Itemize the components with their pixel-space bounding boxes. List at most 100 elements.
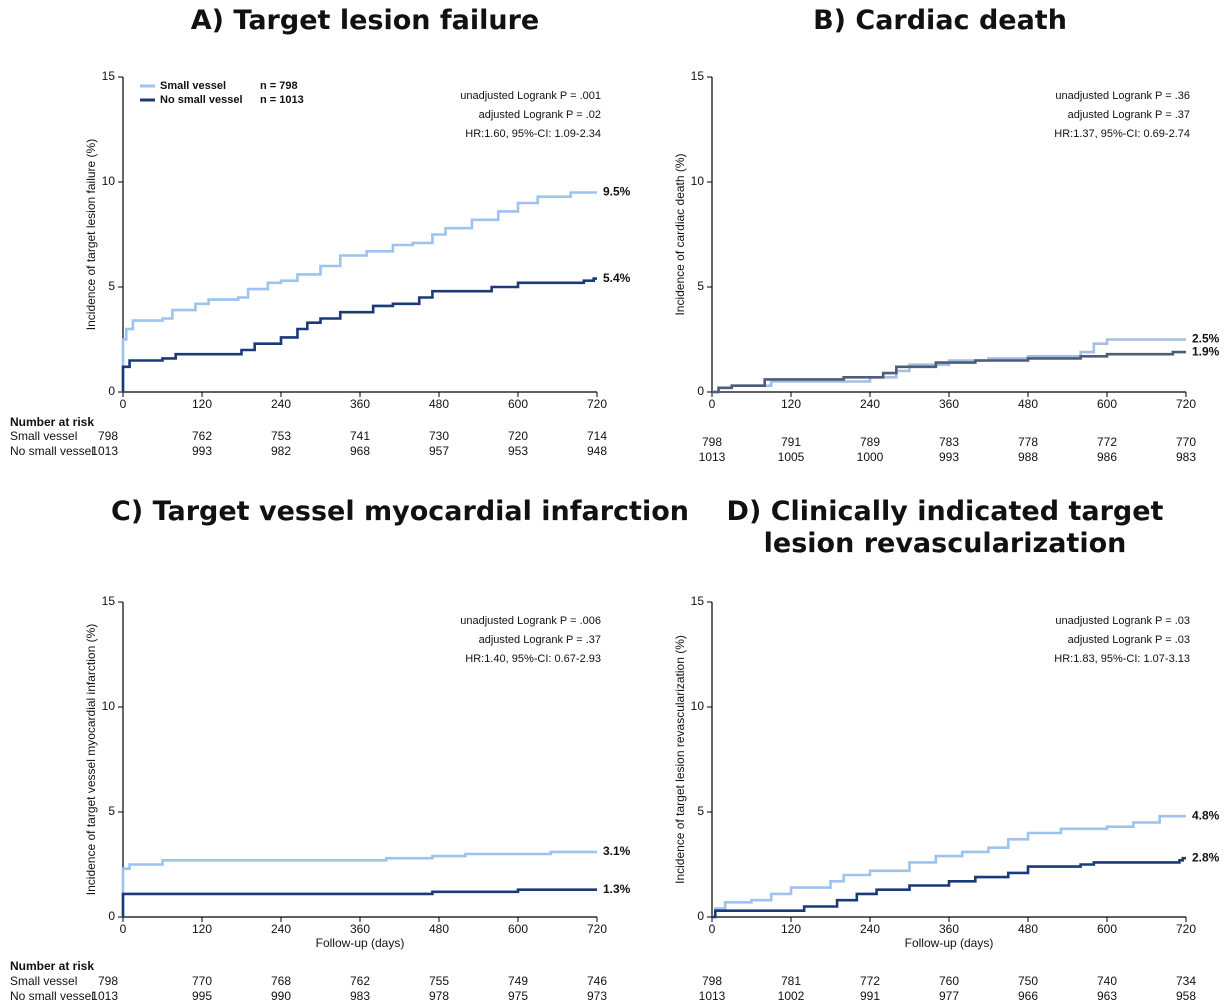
risk-row-label: No small vessel [10, 989, 94, 1003]
risk-row-label: Small vessel [10, 974, 77, 988]
risk-value: 953 [508, 444, 528, 458]
risk-value: 968 [350, 444, 370, 458]
x-tick-label: 360 [350, 922, 370, 936]
km-curve [712, 856, 1186, 919]
y-tick-label: 10 [102, 699, 116, 713]
km-curve [121, 191, 597, 392]
risk-value: 1013 [91, 444, 118, 458]
y-tick-label: 5 [108, 804, 115, 818]
x-tick-label: 600 [1097, 922, 1117, 936]
x-tick-label: 120 [192, 922, 212, 936]
risk-value: 993 [939, 450, 959, 464]
x-tick-label: 360 [350, 397, 370, 411]
legend-label: Small vessel [160, 80, 226, 92]
y-tick-label: 5 [108, 279, 115, 293]
risk-value: 734 [1176, 974, 1196, 988]
x-tick-label: 720 [1176, 397, 1196, 411]
x-tick-label: 0 [120, 397, 127, 411]
risk-row-label: No small vessel [10, 444, 94, 458]
risk-value: 770 [192, 974, 212, 988]
km-curve [712, 350, 1186, 394]
risk-value: 762 [192, 429, 212, 443]
risk-value: 966 [1018, 989, 1038, 1003]
risk-value: 746 [587, 974, 607, 988]
risk-value: 760 [939, 974, 959, 988]
end-label: 4.8% [1192, 808, 1220, 822]
km-curve [121, 888, 597, 917]
y-tick-label: 0 [108, 909, 115, 923]
risk-value: 958 [1176, 989, 1196, 1003]
end-label: 9.5% [603, 185, 631, 199]
annotation: unadjusted Logrank P = .006 [460, 615, 601, 627]
risk-value: 957 [429, 444, 449, 458]
x-tick-label: 360 [939, 922, 959, 936]
end-label: 5.4% [603, 271, 631, 285]
legend-n: n = 1013 [260, 94, 304, 106]
risk-value: 753 [271, 429, 291, 443]
y-tick-label: 0 [697, 384, 704, 398]
annotation: unadjusted Logrank P = .36 [1055, 90, 1190, 102]
end-label: 2.8% [1192, 850, 1220, 864]
y-axis-label: Incidence of target lesion failure (%) [84, 139, 98, 330]
risk-value: 977 [939, 989, 959, 1003]
x-tick-label: 720 [587, 397, 607, 411]
annotation: HR:1.40, 95%-CI: 0.67-2.93 [465, 653, 601, 665]
risk-value: 750 [1018, 974, 1038, 988]
end-label: 2.5% [1192, 332, 1220, 346]
annotation: HR:1.83, 95%-CI: 1.07-3.13 [1054, 653, 1190, 665]
x-tick-label: 720 [587, 922, 607, 936]
risk-value: 798 [98, 974, 118, 988]
risk-value: 993 [192, 444, 212, 458]
y-tick-label: 5 [697, 804, 704, 818]
annotation: unadjusted Logrank P = .001 [460, 90, 601, 102]
annotation: HR:1.60, 95%-CI: 1.09-2.34 [465, 128, 601, 140]
x-axis-label: Follow-up (days) [905, 936, 994, 950]
risk-value: 983 [350, 989, 370, 1003]
x-tick-label: 240 [271, 922, 291, 936]
chart-title: A) Target lesion failure [190, 5, 540, 36]
x-tick-label: 0 [709, 922, 716, 936]
y-tick-label: 10 [102, 174, 116, 188]
x-tick-label: 600 [1097, 397, 1117, 411]
x-tick-label: 120 [192, 397, 212, 411]
risk-value: 781 [781, 974, 801, 988]
risk-value: 1013 [699, 450, 726, 464]
risk-value: 762 [350, 974, 370, 988]
risk-value: 778 [1018, 435, 1038, 449]
x-tick-label: 600 [508, 397, 528, 411]
chart-title: C) Target vessel myocardial infarction [111, 496, 689, 527]
x-tick-label: 240 [860, 397, 880, 411]
risk-value: 768 [271, 974, 291, 988]
annotation: adjusted Logrank P = .02 [479, 109, 601, 121]
risk-value: 1002 [778, 989, 805, 1003]
risk-value: 991 [860, 989, 880, 1003]
risk-title: Number at risk [10, 415, 94, 429]
x-tick-label: 480 [1018, 397, 1038, 411]
risk-value: 1000 [857, 450, 884, 464]
annotation: HR:1.37, 95%-CI: 0.69-2.74 [1054, 128, 1190, 140]
risk-value: 973 [587, 989, 607, 1003]
y-axis-label: Incidence of target vessel myocardial in… [84, 624, 98, 895]
x-tick-label: 120 [781, 922, 801, 936]
x-tick-label: 360 [939, 397, 959, 411]
annotation: adjusted Logrank P = .37 [479, 634, 601, 646]
risk-value: 1013 [699, 989, 726, 1003]
y-axis-label: Incidence of target lesion revasculariza… [673, 635, 687, 884]
y-tick-label: 0 [697, 909, 704, 923]
x-tick-label: 480 [1018, 922, 1038, 936]
risk-value: 798 [98, 429, 118, 443]
risk-value: 963 [1097, 989, 1117, 1003]
legend-n: n = 798 [260, 80, 298, 92]
risk-value: 791 [781, 435, 801, 449]
km-curve [121, 277, 597, 392]
end-label: 1.3% [603, 882, 631, 896]
risk-value: 983 [1176, 450, 1196, 464]
y-tick-label: 15 [102, 69, 116, 83]
risk-value: 986 [1097, 450, 1117, 464]
x-tick-label: 240 [860, 922, 880, 936]
risk-value: 982 [271, 444, 291, 458]
y-axis-label: Incidence of cardiac death (%) [673, 153, 687, 315]
annotation: unadjusted Logrank P = .03 [1055, 615, 1190, 627]
y-tick-label: 15 [691, 69, 705, 83]
x-tick-label: 720 [1176, 922, 1196, 936]
